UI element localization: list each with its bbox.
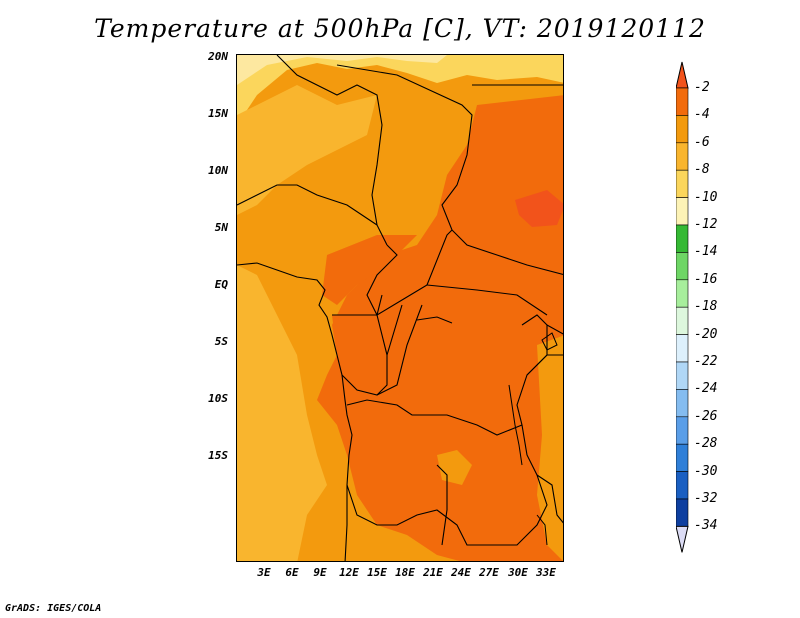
colorbar-label: -34: [694, 518, 718, 534]
border-16: [526, 354, 563, 376]
colorbar-label: -6: [694, 134, 710, 150]
colorbar-label: -4: [694, 107, 710, 123]
colorbar-label: -8: [694, 162, 710, 178]
lat-label-5s: 5S: [214, 335, 228, 348]
lake-3: [536, 514, 548, 546]
colorbar-swatch: [676, 416, 689, 445]
border-8: [332, 314, 388, 396]
colorbar-label: -30: [694, 463, 718, 479]
zone-yellow-north: [237, 55, 563, 125]
border-10: [376, 304, 423, 396]
colorbar-swatch: [676, 279, 689, 308]
border-7: [426, 284, 548, 316]
colorbar-label: -32: [694, 491, 718, 506]
coastline-west: [237, 262, 353, 561]
colorbar: [676, 61, 689, 553]
border-11: [346, 399, 523, 436]
grads-credit: GrADS: IGES/COLA: [5, 603, 102, 614]
lat-label-20n: 20N: [208, 50, 228, 63]
zone-red-spot: [515, 190, 563, 227]
lon-label-9e: 9E: [313, 566, 327, 579]
zone-light-ocean: [237, 265, 327, 561]
colorbar-label: -16: [694, 271, 718, 287]
lon-label-24e: 24E: [451, 566, 471, 579]
colorbar-label: -28: [694, 436, 718, 452]
zone-light-patch-south: [437, 450, 472, 485]
lat-label-15n: 15N: [208, 107, 228, 120]
lon-label-21e: 21E: [423, 566, 443, 579]
chart-title: Temperature at 500hPa [C], VT: 201912011…: [94, 14, 706, 43]
colorbar-swatch: [676, 443, 689, 472]
lon-label-15e: 15E: [367, 566, 387, 579]
colorbar-label: -10: [694, 189, 718, 205]
colorbar-swatch: [676, 224, 689, 253]
colorbar-swatch: [676, 334, 689, 363]
colorbar-swatch: [676, 389, 689, 418]
colorbar-swatch: [676, 115, 689, 144]
lon-label-3e: 3E: [257, 566, 271, 579]
zone-dark-band-west: [322, 235, 417, 305]
colorbar-swatch: [676, 306, 689, 335]
border-2: [237, 184, 378, 226]
colorbar-swatch: [676, 142, 689, 171]
zone-light-west: [237, 85, 377, 215]
colorbar-label: -20: [694, 326, 718, 342]
zone-dark-gabon: [332, 315, 387, 385]
lat-label-5n: 5N: [214, 221, 228, 234]
lon-label-6e: 6E: [285, 566, 299, 579]
lake-1: [541, 332, 558, 351]
border-14: [536, 474, 563, 524]
colorbar-swatch: [676, 471, 689, 500]
lat-label-10n: 10N: [208, 164, 228, 177]
border-15: [546, 324, 563, 335]
colorbar-swatch: [676, 169, 689, 198]
temperature-map: [236, 54, 564, 562]
colorbar-label: -2: [694, 80, 710, 95]
border-13: [436, 464, 448, 546]
colorbar-label: -12: [694, 217, 718, 232]
lon-label-27e: 27E: [479, 566, 499, 579]
colorbar-label: -18: [694, 299, 718, 315]
colorbar-swatch: [676, 197, 689, 226]
colorbar-label: -26: [694, 408, 718, 424]
colorbar-label: -22: [694, 354, 718, 369]
zone-pale-north: [237, 55, 447, 85]
lon-label-30e: 30E: [508, 566, 528, 579]
zone-light-east-coast: [537, 335, 563, 561]
colorbar-label: -24: [694, 381, 718, 397]
border-5: [366, 244, 398, 317]
colorbar-swatch: [676, 252, 689, 281]
colorbar-swatch: [676, 361, 689, 390]
colorbar-swatch: [676, 498, 689, 527]
map-canvas: [237, 55, 563, 561]
colorbar-arrow-bottom: [676, 525, 689, 553]
colorbar-swatch: [676, 87, 689, 116]
lat-label-10s: 10S: [208, 392, 228, 405]
country-borders: [237, 55, 563, 561]
lat-label-15s: 15S: [208, 449, 228, 462]
zone-dark-core: [317, 95, 563, 561]
lake-4: [416, 316, 453, 324]
lake-2: [508, 384, 523, 466]
lon-label-33e: 33E: [536, 566, 556, 579]
border-3: [336, 64, 563, 276]
border-9: [386, 304, 403, 356]
lon-label-12e: 12E: [339, 566, 359, 579]
lon-label-18e: 18E: [395, 566, 415, 579]
colorbar-label: -14: [694, 244, 718, 260]
colorbar-arrow-top: [676, 61, 689, 89]
border-1: [276, 55, 388, 246]
lakes: [416, 316, 558, 546]
lat-label-eq: EQ: [214, 278, 228, 291]
